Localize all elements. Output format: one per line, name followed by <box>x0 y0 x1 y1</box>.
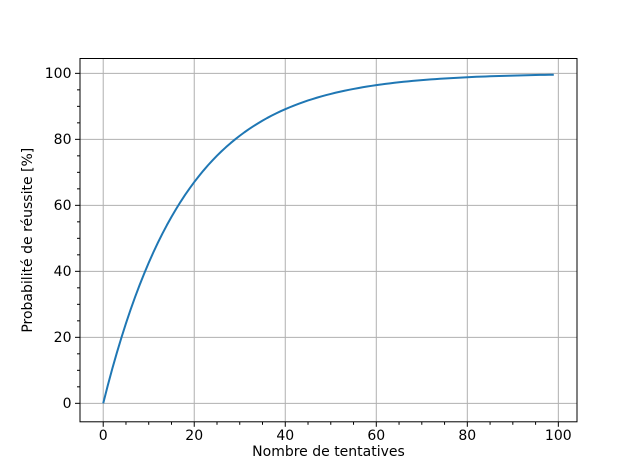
y-tick-label: 100 <box>45 66 72 82</box>
series-line <box>102 73 554 404</box>
grid <box>80 58 577 422</box>
y-tick-label: 80 <box>54 132 72 148</box>
y-tick-label: 0 <box>63 396 72 412</box>
x-tick-label: 20 <box>185 428 203 444</box>
x-tick-label: 60 <box>367 428 385 444</box>
y-tick-label: 60 <box>54 198 72 214</box>
plot-area <box>80 58 577 422</box>
x-axis-label: Nombre de tentatives <box>252 444 405 460</box>
x-tick-label: 40 <box>276 428 294 444</box>
plot-border <box>79 58 578 423</box>
y-tick-label: 40 <box>54 264 72 280</box>
x-tick-label: 80 <box>458 428 476 444</box>
y-tick-label: 20 <box>54 330 72 346</box>
x-tick-label: 0 <box>99 428 108 444</box>
x-tick-label: 100 <box>545 428 572 444</box>
y-axis-label: Probabilité de réussite [%] <box>20 148 36 333</box>
ticks <box>75 72 559 427</box>
